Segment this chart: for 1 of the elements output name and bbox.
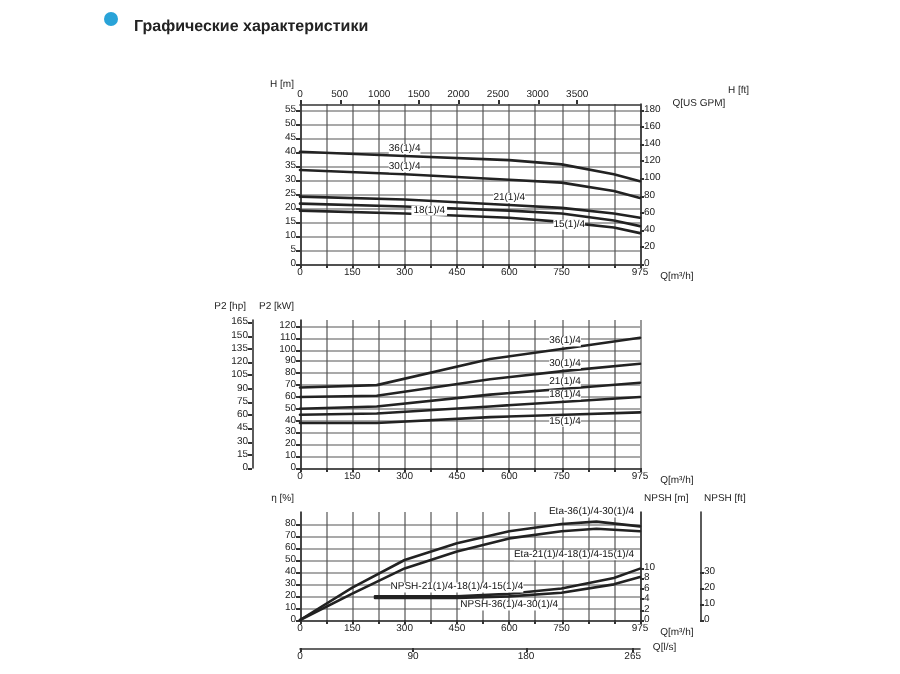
chart-title: Графические характеристики — [134, 17, 369, 35]
